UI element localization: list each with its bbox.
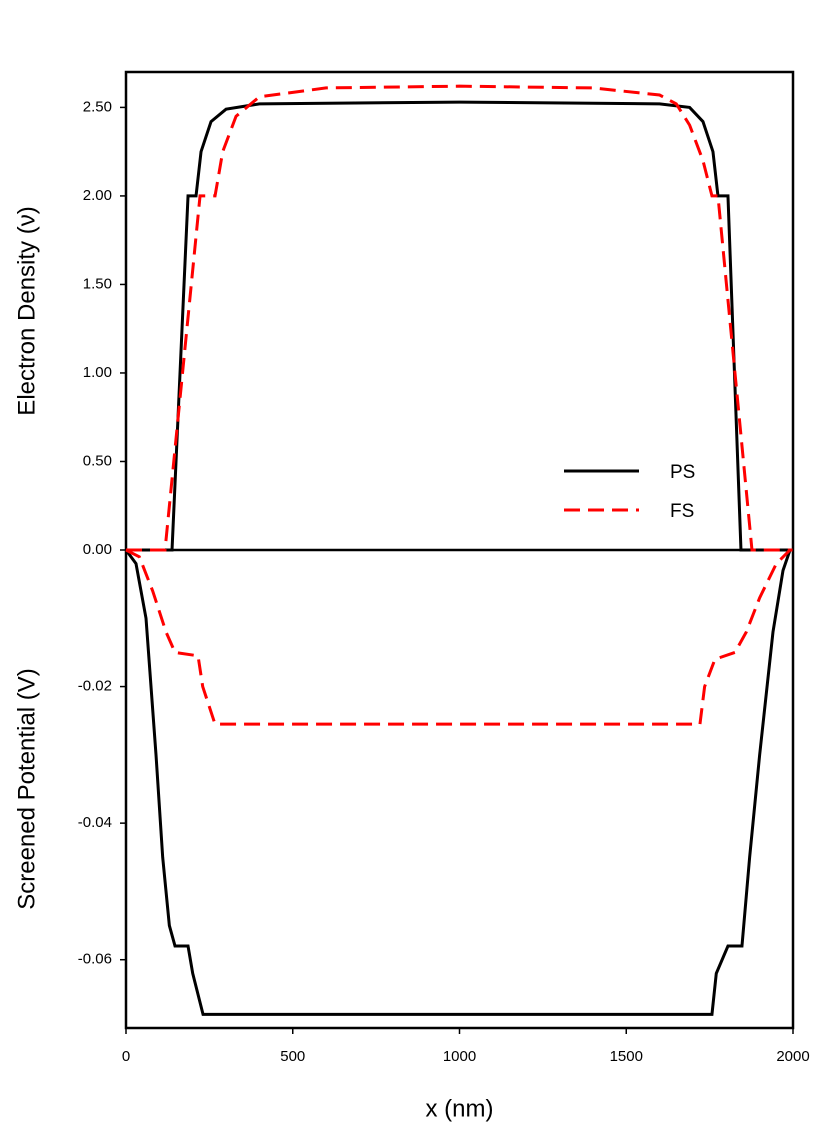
y-tick-label: 2.00 — [83, 187, 112, 204]
x-tick-label: 2000 — [776, 1048, 809, 1065]
x-tick-label: 0 — [122, 1048, 130, 1065]
y-tick-label: -0.04 — [78, 814, 112, 831]
legend-label: PS — [670, 462, 695, 483]
data-line — [124, 548, 793, 1016]
x-tick-label: 1500 — [610, 1048, 643, 1065]
x-tick-label: 500 — [280, 1048, 305, 1065]
y-axis-label: Electron Density (ν) — [13, 206, 40, 415]
y-tick-label: 1.50 — [83, 275, 112, 292]
y-tick-label: -0.06 — [78, 951, 112, 968]
legend-label: FS — [670, 501, 694, 522]
data-line — [125, 548, 793, 726]
data-line — [126, 84, 793, 552]
y-tick-label: 0.50 — [83, 452, 112, 469]
y-tick-label: 1.00 — [83, 364, 112, 381]
x-axis-label: x (nm) — [426, 1095, 494, 1122]
y-tick-label: 2.50 — [83, 98, 112, 115]
y-tick-label: 0.00 — [83, 541, 112, 558]
data-line — [126, 100, 793, 552]
y-tick-label: -0.02 — [78, 678, 112, 695]
x-tick-label: 1000 — [443, 1048, 476, 1065]
y-axis-label: Screened Potential (V) — [13, 668, 40, 909]
